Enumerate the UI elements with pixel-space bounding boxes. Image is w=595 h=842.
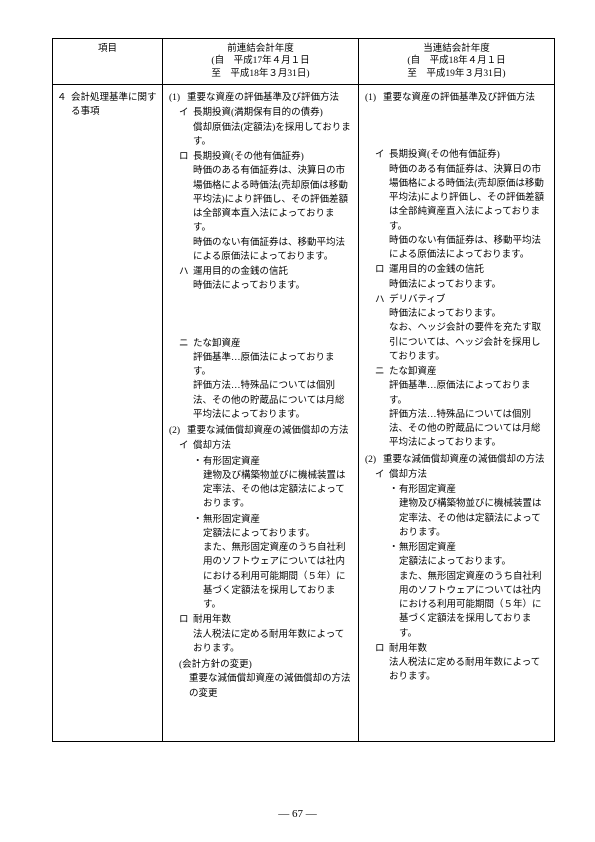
curr-p2ro-marker: ロ [375, 642, 389, 656]
prev-s2-title: 重要な減価償却資産の減価償却の方法 [187, 424, 352, 438]
curr-p2i-b1-body: 建物及び構築物並びに機械装置は定率法、その他は定額法によっております。 [389, 497, 548, 540]
prev-ha-title: 運用目的の金銭の信託 [193, 265, 352, 279]
curr-ha-title: デリバティブ [389, 293, 548, 307]
curr-p2i-b2-body1: 定額法によっております。 [389, 555, 548, 569]
curr-ro-marker: ロ [375, 263, 389, 277]
prev-cell: (1) 重要な資産の評価基準及び評価方法 イ 長期投資(満期保有目的の債券) 償… [163, 85, 359, 742]
prev-p2i-b1-marker: ・ [193, 455, 203, 469]
header-curr-l2: (自 平成18年４月１日 [361, 55, 552, 67]
curr-i-title: 長期投資(その他有価証券) [389, 148, 548, 162]
prev-p2i-b2-marker: ・ [193, 513, 203, 527]
accounting-table: 項目 前連結会計年度 (自 平成17年４月１日 至 平成18年３月31日) 当連… [52, 38, 555, 742]
prev-ni-body2: 評価方法…特殊品については個別法、その他の貯蔵品については月総平均法によっており… [179, 379, 352, 422]
curr-s1-num: (1) [365, 91, 383, 105]
prev-ni-marker: ニ [179, 337, 193, 351]
curr-p2i-b1-title: 有形固定資産 [399, 483, 548, 497]
prev-ni-body1: 評価基準…原価法によっております。 [179, 351, 352, 380]
curr-p2i-b2-marker: ・ [389, 541, 399, 555]
curr-p2i-marker: イ [375, 468, 389, 482]
prev-ro-body2: 時価のない有価証券は、移動平均法による原価法によっております。 [179, 236, 352, 265]
prev-s2-num: (2) [169, 424, 187, 438]
prev-ro-title: 長期投資(その他有価証券) [193, 150, 352, 164]
curr-ro-body: 時価法によっております。 [375, 278, 548, 292]
curr-ni-body1: 評価基準…原価法によっております。 [375, 379, 548, 408]
prev-ha-marker: ハ [179, 265, 193, 279]
header-prev-l2: (自 平成17年４月１日 [165, 55, 356, 67]
curr-p2ro-body: 法人税法に定める耐用年数によっております。 [375, 656, 548, 685]
header-prev: 前連結会計年度 (自 平成17年４月１日 至 平成18年３月31日) [163, 39, 359, 85]
page-number: — 67 — [0, 806, 595, 823]
curr-ha-body1: 時価法によっております。 [375, 307, 548, 321]
item-number: ４ [57, 91, 71, 120]
item-cell: ４ 会計処理基準に関する事項 [53, 85, 163, 742]
header-curr: 当連結会計年度 (自 平成18年４月１日 至 平成19年３月31日) [359, 39, 555, 85]
prev-p2ro-title: 耐用年数 [193, 613, 352, 627]
curr-ni-body2: 評価方法…特殊品については個別法、その他の貯蔵品については月総平均法によっており… [375, 408, 548, 451]
header-curr-l1: 当連結会計年度 [361, 43, 552, 55]
prev-p2i-b2-body2: また、無形固定資産のうち自社利用のソフトウェアについては社内における利用可能期間… [193, 541, 352, 612]
header-prev-l1: 前連結会計年度 [165, 43, 356, 55]
curr-ha-marker: ハ [375, 293, 389, 307]
curr-i-marker: イ [375, 148, 389, 162]
prev-ha-body: 時価法によっております。 [179, 279, 352, 293]
curr-s2-num: (2) [365, 453, 383, 467]
prev-i-marker: イ [179, 106, 193, 120]
prev-p2i-b2-title: 無形固定資産 [203, 513, 352, 527]
prev-s1-title: 重要な資産の評価基準及び評価方法 [187, 91, 352, 105]
curr-ro-title: 運用目的の金銭の信託 [389, 263, 548, 277]
prev-s1-num: (1) [169, 91, 187, 105]
prev-p2i-b1-body: 建物及び構築物並びに機械装置は定率法、その他は定額法によっております。 [193, 469, 352, 512]
prev-ro-marker: ロ [179, 150, 193, 164]
prev-p2ro-body: 法人税法に定める耐用年数によっております。 [179, 628, 352, 657]
curr-cell: (1) 重要な資産の評価基準及び評価方法 イ 長期投資(その他有価証券) 時価の… [359, 85, 555, 742]
curr-p2i-title: 償却方法 [389, 468, 548, 482]
curr-p2ro-title: 耐用年数 [389, 642, 548, 656]
prev-p2i-b2-body1: 定額法によっております。 [193, 527, 352, 541]
header-prev-l3: 至 平成18年３月31日) [165, 68, 356, 80]
header-item-text: 項目 [98, 44, 117, 54]
curr-i-body2: 時価のない有価証券は、移動平均法による原価法によっております。 [375, 234, 548, 263]
prev-p2i-b1-title: 有形固定資産 [203, 455, 352, 469]
prev-p2i-marker: イ [179, 439, 193, 453]
prev-p2i-title: 償却方法 [193, 439, 352, 453]
curr-i-body1: 時価のある有価証券は、決算日の市場価格による時価法(売却原価は移動平均法)により… [375, 163, 548, 234]
curr-ha-body2: なお、ヘッジ会計の要件を充たす取引については、ヘッジ会計を採用しております。 [375, 321, 548, 364]
prev-p2ro-marker: ロ [179, 613, 193, 627]
item-title: 会計処理基準に関する事項 [71, 91, 158, 120]
header-item: 項目 [53, 39, 163, 85]
curr-s2-title: 重要な減価償却資産の減価償却の方法 [383, 453, 548, 467]
curr-s1-title: 重要な資産の評価基準及び評価方法 [383, 91, 548, 105]
prev-change-header: (会計方針の変更) [179, 658, 352, 672]
curr-p2i-b1-marker: ・ [389, 483, 399, 497]
prev-i-title: 長期投資(満期保有目的の債券) [193, 106, 352, 120]
curr-p2i-b2-title: 無形固定資産 [399, 541, 548, 555]
curr-ni-marker: ニ [375, 365, 389, 379]
prev-ro-body1: 時価のある有価証券は、決算日の市場価格による時価法(売却原価は移動平均法)により… [179, 164, 352, 235]
prev-change-body: 重要な減価償却資産の減価償却の方法の変更 [179, 672, 352, 701]
prev-i-body: 償却原価法(定額法)を採用しております。 [179, 121, 352, 150]
curr-p2i-b2-body2: また、無形固定資産のうち自社利用のソフトウェアについては社内における利用可能期間… [389, 570, 548, 641]
curr-ni-title: たな卸資産 [389, 365, 548, 379]
prev-ni-title: たな卸資産 [193, 337, 352, 351]
header-curr-l3: 至 平成19年３月31日) [361, 68, 552, 80]
